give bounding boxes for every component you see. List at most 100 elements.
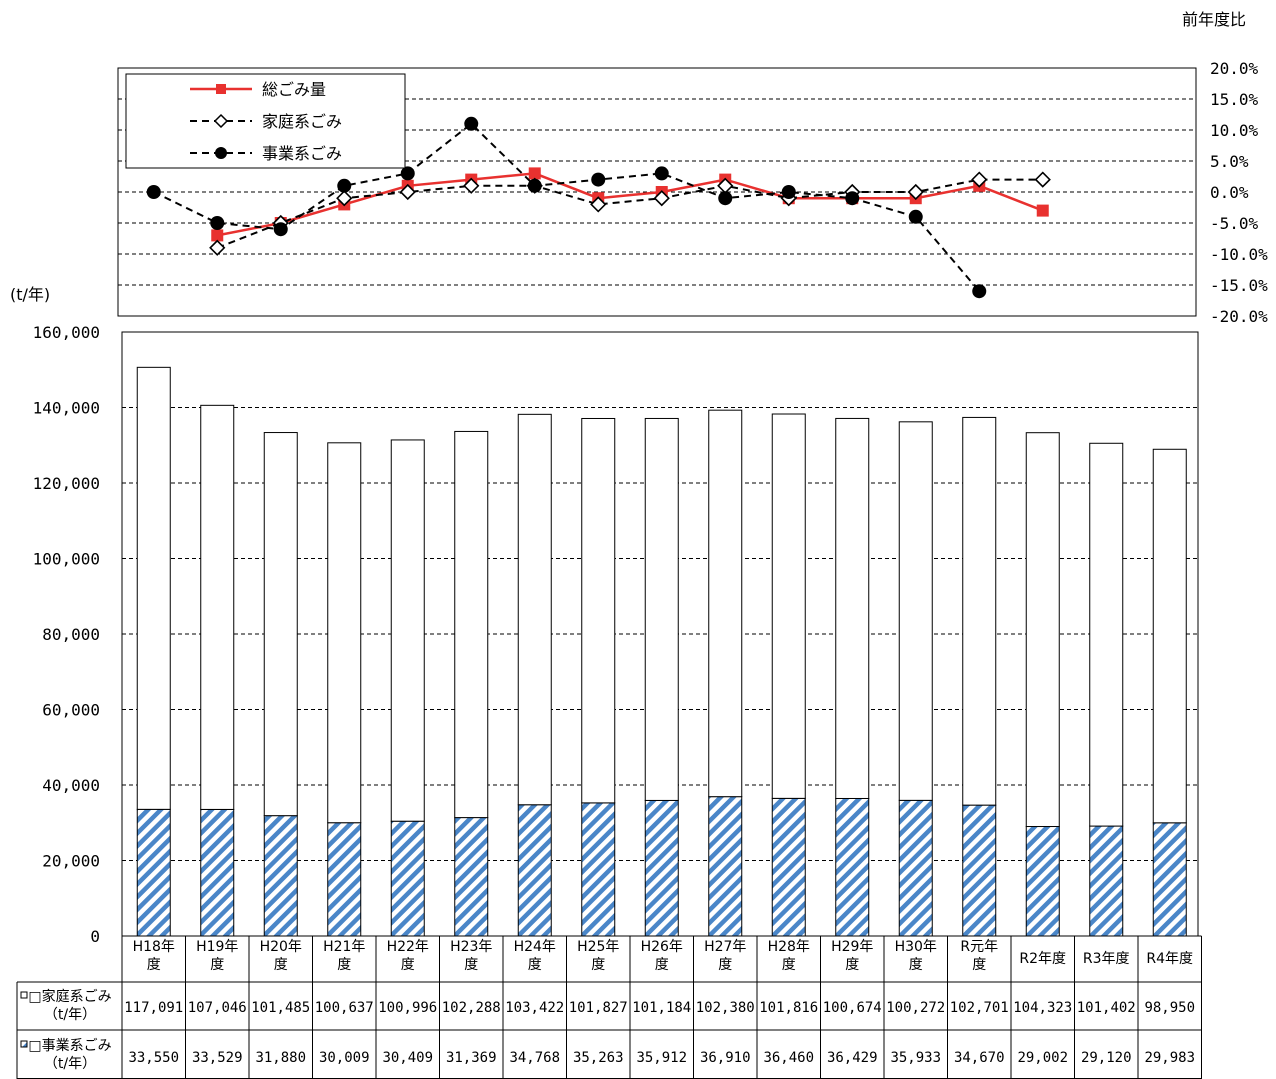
category-label-line: 度	[655, 957, 669, 973]
table-cell-value: 35,933	[890, 1050, 941, 1066]
legend-label: 総ごみ量	[262, 80, 326, 99]
row-legend-key	[20, 1040, 28, 1048]
line-point	[845, 191, 860, 206]
category-label-line: H26年	[641, 939, 683, 955]
bar-business	[1025, 826, 1060, 937]
category-label: R4年度	[1146, 951, 1193, 967]
line-point	[781, 185, 796, 199]
category-label-line: H28年	[768, 939, 810, 955]
category-label-line: 度	[147, 957, 161, 973]
line-point	[591, 172, 606, 187]
table-cell-value: 102,701	[950, 1000, 1009, 1016]
category-label-line: 度	[464, 957, 478, 973]
category-label-line: H29年	[831, 939, 873, 955]
table-cell-value: 101,827	[569, 1000, 628, 1016]
y2-tick-label: 0.0%	[1210, 183, 1249, 202]
line-point	[972, 284, 987, 299]
bar-business	[771, 797, 806, 937]
bar-household	[962, 416, 997, 806]
table-cell-value: 35,912	[636, 1050, 687, 1066]
category-label: H30年度	[895, 939, 937, 973]
category-label-line: 度	[337, 957, 351, 973]
category-label: H28年度	[768, 939, 810, 973]
category-label-line: H30年	[895, 939, 937, 955]
bar-household	[327, 442, 362, 824]
line-point	[654, 166, 669, 181]
table-cell-value: 29,120	[1081, 1050, 1132, 1066]
y-tick-label: 100,000	[33, 550, 100, 569]
table-cell-value: 100,637	[315, 1000, 374, 1016]
line-point	[528, 167, 541, 180]
bar-business	[581, 802, 616, 937]
category-label-line: H20年	[260, 939, 302, 955]
table-cell-value: 35,263	[573, 1050, 624, 1066]
line-point	[464, 116, 479, 131]
line-point	[211, 229, 224, 242]
category-label-line: H24年	[514, 939, 556, 955]
bar-business	[136, 808, 171, 937]
table-cell-value: 34,768	[509, 1050, 560, 1066]
category-label: R元年度	[960, 939, 998, 973]
line-point	[146, 185, 161, 199]
table-cell-value: 100,272	[886, 1000, 945, 1016]
y2-tick-label: 15.0%	[1210, 90, 1259, 109]
y-tick-label: 20,000	[42, 852, 100, 871]
table-cell-value: 101,184	[632, 1000, 691, 1016]
y-tick-label: 80,000	[42, 625, 100, 644]
category-label-line: 度	[528, 957, 542, 973]
legend-marker	[213, 113, 229, 129]
category-label-line: H19年	[196, 939, 238, 955]
row-label: □家庭系ごみ （t/年）	[28, 988, 111, 1023]
table-cell-value: 36,429	[827, 1050, 878, 1066]
table-cell-value: 98,950	[1144, 1000, 1195, 1016]
series-line	[153, 122, 981, 292]
category-label: R3年度	[1083, 951, 1130, 967]
bar-household	[136, 366, 171, 810]
row-label-line: □家庭系ごみ	[28, 988, 111, 1005]
category-label: H24年度	[514, 939, 556, 973]
legend-label: 事業系ごみ	[262, 144, 342, 163]
table-cell-value: 104,323	[1013, 1000, 1072, 1016]
waste-bar-chart: 160,000 140,000 120,000 100,000 80,000 60,000…	[10, 285, 1199, 946]
category-label-line: 度	[909, 957, 923, 973]
bar-household	[771, 413, 806, 799]
y2-tick-label: -15.0%	[1210, 276, 1268, 295]
table-cell-value: 102,380	[696, 1000, 755, 1016]
table-cell-value: 34,670	[954, 1050, 1005, 1066]
table-cell-value: 36,910	[700, 1050, 751, 1066]
y-tick-label: 40,000	[42, 776, 100, 795]
legend-frame	[125, 73, 406, 169]
category-label-line: H22年	[387, 939, 429, 955]
line-point	[527, 178, 542, 193]
y2-tick-label: -20.0%	[1210, 307, 1268, 326]
category-label: H18年度	[133, 939, 175, 973]
bar-business	[517, 804, 552, 937]
category-label: H21年度	[323, 939, 365, 973]
line-point	[653, 190, 670, 207]
category-label: H23年度	[450, 939, 492, 973]
bar-household	[1089, 442, 1124, 827]
line-point	[400, 166, 415, 181]
category-label-line: 度	[591, 957, 605, 973]
bar-household	[390, 439, 425, 822]
category-label: R2年度	[1019, 951, 1066, 967]
y2-tick-label: -5.0%	[1210, 214, 1259, 233]
bar-household	[898, 421, 933, 801]
series-line	[216, 178, 1043, 249]
table-cell-value: 100,674	[823, 1000, 882, 1016]
bar-household	[454, 430, 489, 819]
legend-label: 家庭系ごみ	[262, 112, 342, 131]
category-label-line: 度	[718, 957, 732, 973]
category-label: H27年度	[704, 939, 746, 973]
bar-business	[644, 799, 679, 937]
category-label-line: H18年	[133, 939, 175, 955]
bar-household	[200, 404, 235, 810]
bar-business	[263, 815, 298, 937]
bar-business	[327, 822, 362, 937]
line-point	[463, 177, 480, 194]
category-label-line: H27年	[704, 939, 746, 955]
bar-household	[263, 432, 298, 817]
bar-household	[517, 413, 552, 806]
category-label: H26年度	[641, 939, 683, 973]
